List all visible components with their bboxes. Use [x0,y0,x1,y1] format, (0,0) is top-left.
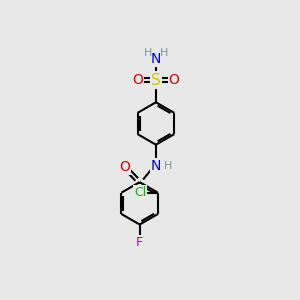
Text: O: O [132,73,143,87]
Text: O: O [119,160,130,174]
Text: S: S [151,73,161,88]
Text: H: H [160,47,168,58]
Text: H: H [164,161,172,171]
Text: H: H [143,47,152,58]
Text: N: N [151,159,161,173]
Text: Cl: Cl [134,186,146,199]
Text: O: O [169,73,180,87]
Text: F: F [136,236,143,249]
Text: N: N [151,52,161,66]
